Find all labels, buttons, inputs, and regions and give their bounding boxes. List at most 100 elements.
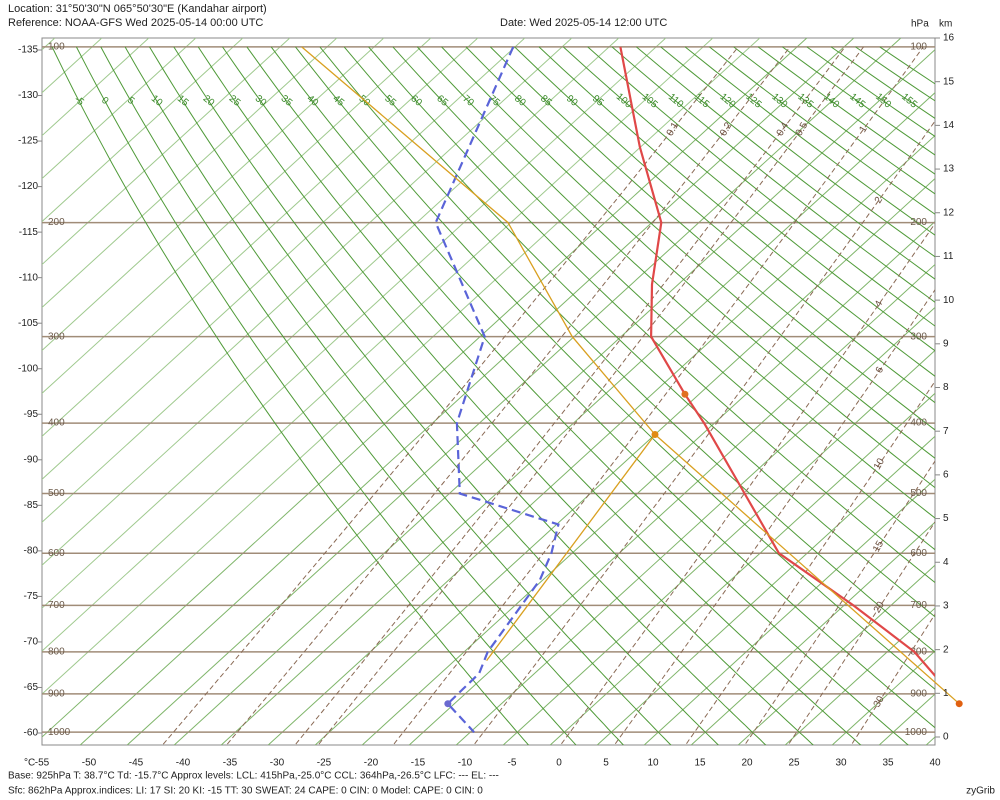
km-tick-label: 0 bbox=[943, 732, 949, 743]
dry-adiabat bbox=[587, 46, 935, 327]
isotherm bbox=[42, 38, 526, 480]
location: Location: 31°50'30"N 065°50'30"E (Kandah… bbox=[8, 3, 267, 15]
dry-adiabat bbox=[465, 46, 935, 459]
dry-adiabat bbox=[149, 46, 720, 745]
km-tick-label: 15 bbox=[943, 76, 955, 87]
level-marker bbox=[651, 430, 659, 438]
dry-adiabat bbox=[416, 46, 935, 519]
isotherm bbox=[455, 306, 935, 745]
y-tick-label: -115 bbox=[19, 227, 39, 238]
km-tick-label: 12 bbox=[943, 207, 955, 218]
dry-adiabat bbox=[270, 46, 935, 729]
pressure-label-left: 1000 bbox=[48, 727, 71, 738]
profile-line bbox=[486, 434, 656, 661]
isotherm bbox=[79, 38, 855, 745]
isotherm bbox=[784, 607, 935, 745]
isotherm bbox=[42, 38, 244, 223]
x-tick-label: 5 bbox=[603, 758, 609, 769]
mixing-ratio-label: 4 bbox=[873, 299, 886, 310]
isotherm bbox=[596, 435, 935, 745]
km-tick-label: 8 bbox=[943, 382, 949, 393]
mixing-ratio-label: 15 bbox=[871, 539, 886, 555]
mixing-ratio-label: 10 bbox=[872, 456, 887, 472]
dry-adiabat-label: 5 bbox=[125, 95, 137, 107]
isotherm bbox=[42, 38, 761, 695]
isotherm bbox=[220, 91, 935, 745]
background-lines bbox=[42, 38, 935, 745]
isotherm bbox=[173, 49, 935, 745]
isotherm bbox=[42, 38, 385, 352]
pressure-label-left: 500 bbox=[48, 488, 65, 499]
pressure-label-right: 400 bbox=[910, 418, 927, 429]
dry-adiabat bbox=[538, 46, 935, 377]
footer-line1: Base: 925hPa T: 38.7°C Td: -15.7°C Appro… bbox=[8, 771, 499, 782]
isotherm bbox=[267, 134, 935, 745]
x-tick-label: 35 bbox=[882, 758, 894, 769]
km-tick-label: 4 bbox=[943, 557, 949, 568]
dry-adiabat bbox=[441, 46, 935, 489]
x-tick-label: -30 bbox=[270, 758, 285, 769]
isotherm bbox=[361, 220, 935, 745]
isotherm bbox=[42, 38, 338, 309]
mixing-ratio-line bbox=[684, 380, 935, 745]
pressure-label-left: 600 bbox=[48, 548, 65, 559]
pressure-label-left: 400 bbox=[48, 418, 65, 429]
y-tick-label: -90 bbox=[24, 454, 39, 465]
x-tick-label: 40 bbox=[929, 758, 941, 769]
isotherm bbox=[925, 736, 935, 745]
isotherm bbox=[42, 38, 291, 266]
isotherm bbox=[42, 38, 714, 652]
axes: -55 -50 -45 -40 -35 -30 -25 -20 -15 -10 -5 0 5 10 15 20… bbox=[18, 33, 955, 769]
mixing-ratio-line bbox=[161, 46, 739, 745]
km-tick-label: 2 bbox=[943, 644, 949, 655]
x-tick-label: 15 bbox=[694, 758, 706, 769]
dry-adiabat bbox=[562, 46, 935, 352]
dry-adiabat bbox=[368, 46, 935, 584]
y-tick-label: -105 bbox=[18, 318, 38, 329]
isotherm bbox=[42, 38, 573, 523]
x-tick-label: -15 bbox=[411, 758, 426, 769]
y-tick-label: -70 bbox=[24, 637, 39, 648]
x-tick-label: -40 bbox=[176, 758, 191, 769]
dry-adiabat-label: 0 bbox=[99, 95, 111, 107]
mixing-ratio-label: 30 bbox=[872, 694, 887, 710]
mixing-ratio-line bbox=[473, 120, 935, 745]
mixing-ratio-line bbox=[317, 46, 864, 745]
km-tick-label: 7 bbox=[943, 426, 949, 437]
profile-line bbox=[434, 46, 560, 733]
isotherm bbox=[42, 38, 620, 566]
credit: zyGrib bbox=[966, 786, 995, 797]
pressure-label-left: 900 bbox=[48, 688, 65, 699]
isotherm bbox=[42, 38, 808, 738]
mixing-ratio-label: 20 bbox=[872, 599, 887, 615]
x-tick-label: -55 bbox=[35, 758, 50, 769]
pressure-label-left: 300 bbox=[48, 331, 65, 342]
footer-line2: Sfc: 862hPa Approx.indices: LI: 17 SI: 2… bbox=[8, 786, 483, 797]
dry-adiabat bbox=[75, 46, 577, 745]
pressure-label-left: 100 bbox=[48, 41, 65, 52]
x-tick-label: -5 bbox=[508, 758, 517, 769]
temperature-unit: °C bbox=[24, 758, 35, 769]
x-tick-label: 0 bbox=[556, 758, 562, 769]
km-tick-label: 14 bbox=[943, 120, 955, 131]
mixing-ratio-line bbox=[559, 222, 935, 745]
height-unit: km bbox=[939, 19, 952, 30]
x-tick-label: -45 bbox=[129, 758, 144, 769]
parcel bbox=[301, 46, 960, 705]
profile-line bbox=[654, 434, 960, 705]
x-tick-label: -50 bbox=[82, 758, 97, 769]
x-tick-label: -35 bbox=[223, 758, 238, 769]
isotherm bbox=[42, 38, 479, 437]
dry-adiabat bbox=[222, 46, 862, 745]
dry-adiabat bbox=[489, 46, 935, 431]
km-tick-label: 5 bbox=[943, 513, 949, 524]
isotherm bbox=[643, 478, 935, 745]
x-tick-label: 30 bbox=[835, 758, 847, 769]
isotherm bbox=[42, 38, 667, 609]
isotherm bbox=[42, 38, 432, 395]
y-tick-label: -75 bbox=[24, 591, 39, 602]
mixing-ratio-line bbox=[744, 460, 935, 745]
level-marker bbox=[955, 700, 963, 708]
pressure-label-left: 200 bbox=[48, 217, 65, 228]
